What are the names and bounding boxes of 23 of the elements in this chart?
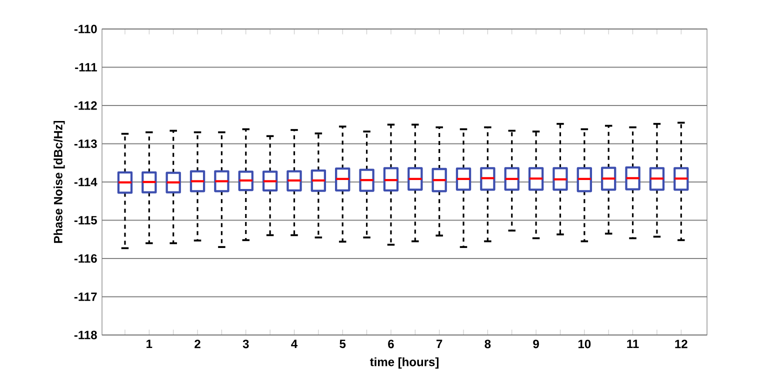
x-tick-label: 12 xyxy=(675,340,688,348)
y-tick-label: -114 xyxy=(74,178,98,186)
x-tick-label: 10 xyxy=(578,340,591,348)
x-tick-label: 6 xyxy=(388,340,394,348)
x-tick-label: 2 xyxy=(194,340,200,348)
y-axis-title: Phase Noise [dBc/Hz] xyxy=(54,121,65,243)
y-tick-label: -118 xyxy=(74,330,97,340)
x-tick-label: 4 xyxy=(291,340,298,348)
x-tick-label: 8 xyxy=(484,340,491,348)
x-axis-title: time [hours] xyxy=(370,357,438,369)
y-tick-label: -110 xyxy=(74,24,97,34)
x-tick-label: 7 xyxy=(436,340,442,348)
x-tick-label: 3 xyxy=(242,340,249,348)
y-tick-label: -116 xyxy=(74,254,97,263)
y-tick-label: -111 xyxy=(75,63,97,72)
y-tick-label: -115 xyxy=(74,216,97,224)
y-tick-label: -117 xyxy=(74,292,97,301)
x-tick-label: 11 xyxy=(627,340,639,348)
y-tick-label: -113 xyxy=(74,139,97,148)
y-tick-label: -112 xyxy=(74,101,97,110)
x-tick-label: 9 xyxy=(533,340,539,348)
x-tick-label: 1 xyxy=(146,340,152,348)
x-tick-label: 5 xyxy=(340,340,346,348)
